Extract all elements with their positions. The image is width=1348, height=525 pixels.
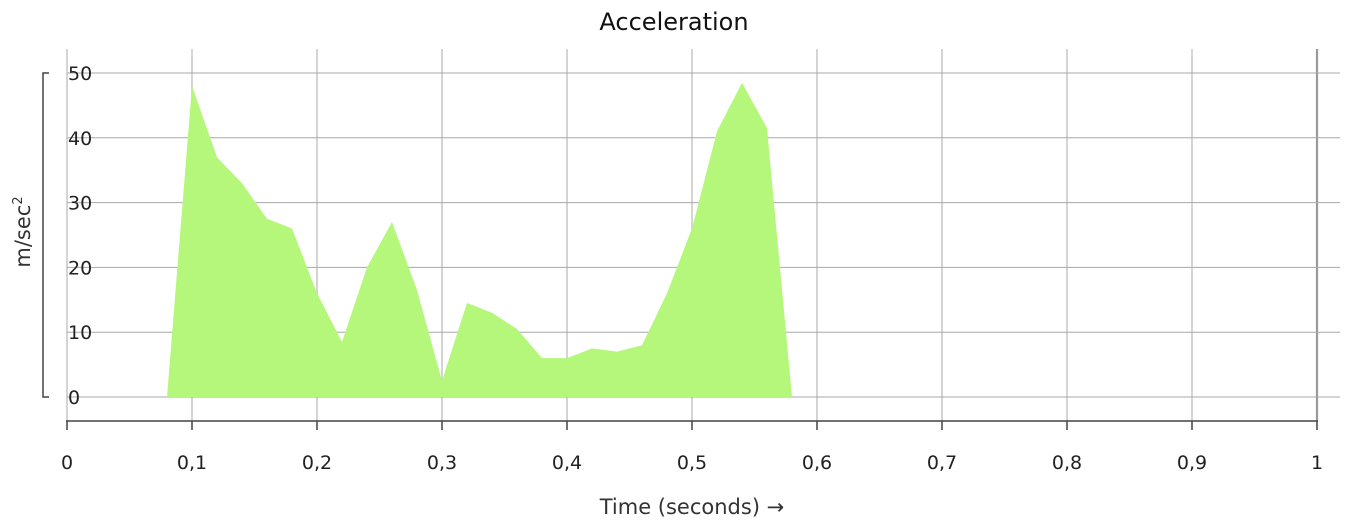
x-tick-label: 0,2 bbox=[302, 452, 332, 474]
x-axis-label: Time (seconds) → bbox=[599, 495, 785, 519]
y-tick-labels: 0 10 20 30 40 50 bbox=[68, 63, 92, 409]
y-tick-label: 50 bbox=[68, 63, 92, 85]
y-axis-label-sup: 2 bbox=[11, 196, 26, 204]
x-tick-label: 0,4 bbox=[552, 452, 582, 474]
x-tick-label: 0,6 bbox=[802, 452, 832, 474]
x-tick-label: 0,5 bbox=[677, 452, 707, 474]
x-tick-label: 0,7 bbox=[927, 452, 957, 474]
y-tick-label: 40 bbox=[68, 128, 92, 150]
chart-title: Acceleration bbox=[599, 8, 748, 36]
series-area-layer bbox=[166, 82, 793, 398]
y-axis-label: m/sec2 bbox=[11, 196, 35, 267]
x-axis bbox=[66, 420, 1318, 430]
x-tick-label: 1 bbox=[1311, 452, 1323, 474]
x-tick-label: 0,1 bbox=[177, 452, 207, 474]
y-tick-label: 30 bbox=[68, 193, 92, 215]
x-tick-labels: 0 0,1 0,2 0,3 0,4 0,5 0,6 0,7 0,8 0,9 1 bbox=[61, 452, 1323, 474]
y-axis bbox=[42, 72, 49, 398]
y-tick-label: 0 bbox=[68, 387, 80, 409]
acceleration-area bbox=[167, 82, 792, 397]
x-tick-label: 0,8 bbox=[1052, 452, 1082, 474]
y-tick-label: 20 bbox=[68, 257, 92, 279]
x-tick-label: 0,9 bbox=[1177, 452, 1207, 474]
y-tick-label: 10 bbox=[68, 322, 92, 344]
x-tick-label: 0 bbox=[61, 452, 73, 474]
y-axis-label-base: m/sec bbox=[11, 205, 35, 268]
x-tick-label: 0,3 bbox=[427, 452, 457, 474]
